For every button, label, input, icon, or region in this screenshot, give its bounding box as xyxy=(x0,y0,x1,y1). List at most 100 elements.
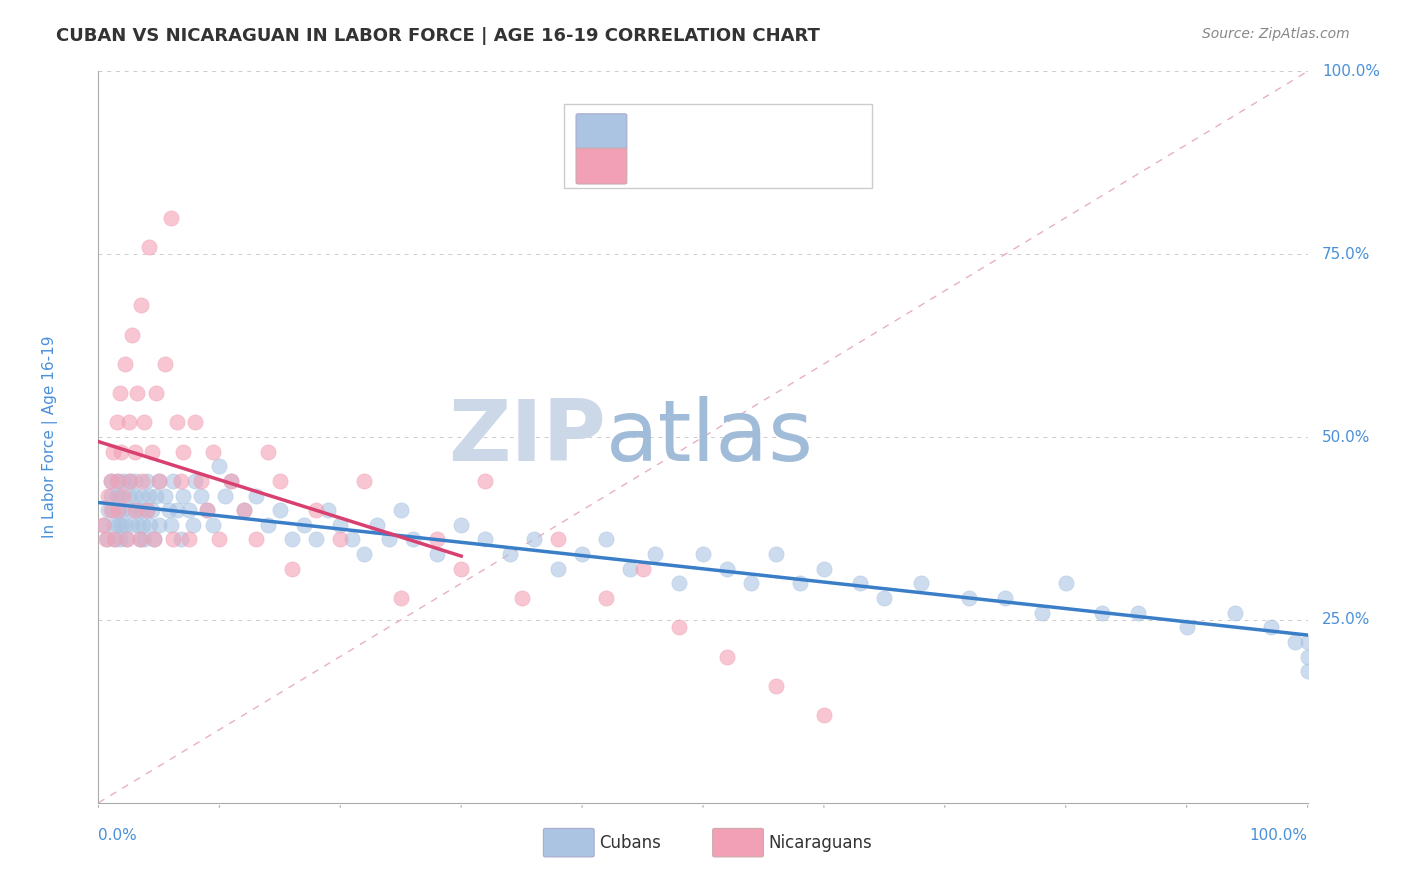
Point xyxy=(195,503,218,517)
Point xyxy=(124,489,146,503)
Point xyxy=(162,474,184,488)
Point xyxy=(169,474,191,488)
Point xyxy=(100,474,122,488)
Point xyxy=(619,562,641,576)
Point xyxy=(450,562,472,576)
Point xyxy=(190,489,212,503)
Point xyxy=(138,489,160,503)
Point xyxy=(131,474,153,488)
Point xyxy=(353,474,375,488)
FancyBboxPatch shape xyxy=(576,148,627,184)
Point xyxy=(129,503,152,517)
Point xyxy=(91,517,114,532)
Point xyxy=(124,503,146,517)
Point xyxy=(107,503,129,517)
Point xyxy=(141,444,163,458)
Point xyxy=(100,474,122,488)
Point xyxy=(426,547,449,561)
Text: 100.0%: 100.0% xyxy=(1322,64,1381,78)
Point xyxy=(124,444,146,458)
Text: atlas: atlas xyxy=(606,395,814,479)
Text: ZIP: ZIP xyxy=(449,395,606,479)
Point xyxy=(910,576,932,591)
Point xyxy=(329,517,352,532)
Point xyxy=(157,503,180,517)
Point xyxy=(101,503,124,517)
Point xyxy=(114,357,136,371)
Text: Nicaraguans: Nicaraguans xyxy=(768,834,872,852)
Point xyxy=(389,591,412,605)
Point xyxy=(103,517,125,532)
Text: 64: 64 xyxy=(813,158,844,176)
Point xyxy=(162,533,184,547)
Point xyxy=(1054,576,1077,591)
Point xyxy=(166,503,188,517)
Text: 0.222: 0.222 xyxy=(681,158,740,176)
Point xyxy=(1031,606,1053,620)
Point xyxy=(148,474,170,488)
Point xyxy=(118,503,141,517)
Point xyxy=(145,386,167,401)
Point xyxy=(107,517,129,532)
Point xyxy=(849,576,872,591)
Point xyxy=(366,517,388,532)
Point xyxy=(139,517,162,532)
Point xyxy=(108,489,131,503)
Point xyxy=(571,547,593,561)
Point xyxy=(179,503,201,517)
FancyBboxPatch shape xyxy=(713,829,763,857)
Point xyxy=(1223,606,1246,620)
Point xyxy=(181,517,204,532)
Point xyxy=(108,386,131,401)
Point xyxy=(132,517,155,532)
Point xyxy=(256,444,278,458)
Point xyxy=(281,533,304,547)
Point xyxy=(1296,664,1319,678)
Point xyxy=(402,533,425,547)
Point xyxy=(214,489,236,503)
Point xyxy=(129,298,152,312)
Point xyxy=(135,503,157,517)
Point xyxy=(202,444,225,458)
Point xyxy=(232,503,254,517)
Point xyxy=(523,533,546,547)
Point xyxy=(153,489,176,503)
Point xyxy=(245,533,267,547)
Point xyxy=(172,444,194,458)
Point xyxy=(94,533,117,547)
Point xyxy=(127,517,149,532)
Point xyxy=(221,474,243,488)
Text: 100.0%: 100.0% xyxy=(1250,829,1308,844)
Point xyxy=(873,591,896,605)
Point xyxy=(107,503,129,517)
Text: -0.511: -0.511 xyxy=(681,122,740,140)
Point xyxy=(342,533,364,547)
Point xyxy=(631,562,654,576)
Point xyxy=(353,547,375,561)
FancyBboxPatch shape xyxy=(576,114,627,150)
Point xyxy=(97,503,120,517)
Point xyxy=(450,517,472,532)
Point xyxy=(184,474,207,488)
Point xyxy=(114,517,136,532)
Point xyxy=(134,533,156,547)
Point xyxy=(1091,606,1114,620)
Point xyxy=(184,416,207,430)
Text: 0.0%: 0.0% xyxy=(98,829,138,844)
Point xyxy=(256,517,278,532)
Point xyxy=(474,474,496,488)
Point xyxy=(232,503,254,517)
Point xyxy=(134,416,156,430)
Point xyxy=(104,533,127,547)
Point xyxy=(994,591,1017,605)
Point xyxy=(138,240,160,254)
Text: 105: 105 xyxy=(813,122,844,140)
Point xyxy=(135,503,157,517)
Point xyxy=(1296,635,1319,649)
Point xyxy=(316,503,339,517)
Point xyxy=(118,416,141,430)
Point xyxy=(108,533,131,547)
Point xyxy=(329,533,352,547)
Point xyxy=(110,444,132,458)
Point xyxy=(208,533,231,547)
